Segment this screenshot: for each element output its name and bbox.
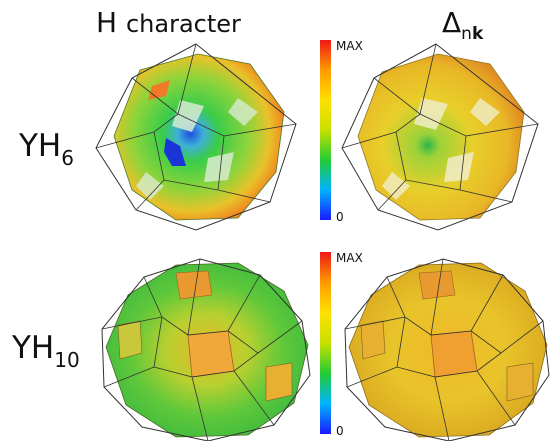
fs-yh6-h-bz-edges [95, 43, 297, 211]
fs-yh6-d-hole-1 [414, 98, 448, 130]
fs-yh6-d-bz-edges [341, 43, 539, 211]
header-delta-sub-k: k [471, 24, 484, 44]
header-delta-symbol: Δ [442, 6, 462, 39]
row-label-yh6-base: YH [19, 128, 62, 164]
fs-yh6-h-hole-4 [228, 98, 258, 126]
header-h-letter: H [96, 6, 118, 39]
fs-yh6-h-body [113, 53, 285, 221]
fs-yh6-d-hole-4 [470, 98, 500, 126]
fs-yh6-h-hole-3 [136, 172, 164, 200]
row-label-yh6: YH6 [19, 128, 74, 170]
fs-yh10-h-bz-edges [101, 258, 303, 441]
fs-yh6-h-blue-pocket [164, 138, 186, 166]
fs-yh6-h-bz-outline [95, 43, 297, 231]
fermi-surface-yh6-delta [341, 43, 539, 231]
fs-yh10-d-square-4 [506, 362, 534, 402]
fermi-surface-yh6-h-character [95, 43, 297, 231]
header-h-character: H character [96, 6, 241, 39]
row-label-yh10-base: YH [12, 330, 55, 366]
fs-yh6-d-hole-3 [382, 172, 410, 200]
fs-yh6-d-hole-2 [444, 152, 474, 182]
fs-yh6-d-body [357, 53, 525, 221]
fs-yh10-d-square-2 [418, 270, 456, 300]
colorbar-bottom-gradient [320, 252, 331, 434]
fermi-surface-yh10-h-character [101, 258, 311, 441]
row-label-yh10-sub: 10 [54, 348, 80, 372]
colorbar-bottom-max-label: MAX [336, 251, 363, 265]
header-delta-sub-n: n [461, 24, 472, 44]
fs-yh6-h-hole-2 [204, 152, 234, 182]
fs-yh10-h-square-2 [175, 270, 213, 300]
colorbar-bottom: MAX 0 [320, 251, 363, 438]
fs-yh10-h-square-4 [265, 362, 293, 402]
fs-yh10-d-square-1 [430, 330, 478, 378]
fs-yh6-d-bz-outline [341, 43, 539, 231]
colorbar-top-max-label: MAX [336, 39, 363, 53]
colorbar-top-min-label: 0 [336, 210, 344, 224]
colorbar-top: MAX 0 [320, 39, 363, 224]
fs-yh10-d-square-3 [360, 320, 386, 360]
colorbar-top-gradient [320, 40, 331, 220]
fs-yh6-h-hole-1 [172, 100, 204, 132]
header-delta: Δnk [442, 6, 483, 44]
fs-yh10-h-square-3 [117, 320, 143, 360]
colorbar-bottom-min-label: 0 [336, 424, 344, 438]
row-label-yh10: YH10 [12, 330, 80, 372]
fs-yh10-d-bz-edges [344, 258, 544, 441]
header-h-word: character [125, 10, 241, 38]
header-delta-subscript: nk [461, 24, 483, 44]
fermi-surface-yh10-delta [344, 258, 550, 441]
fs-yh10-h-square-1 [187, 330, 235, 378]
row-label-yh6-sub: 6 [61, 146, 74, 170]
